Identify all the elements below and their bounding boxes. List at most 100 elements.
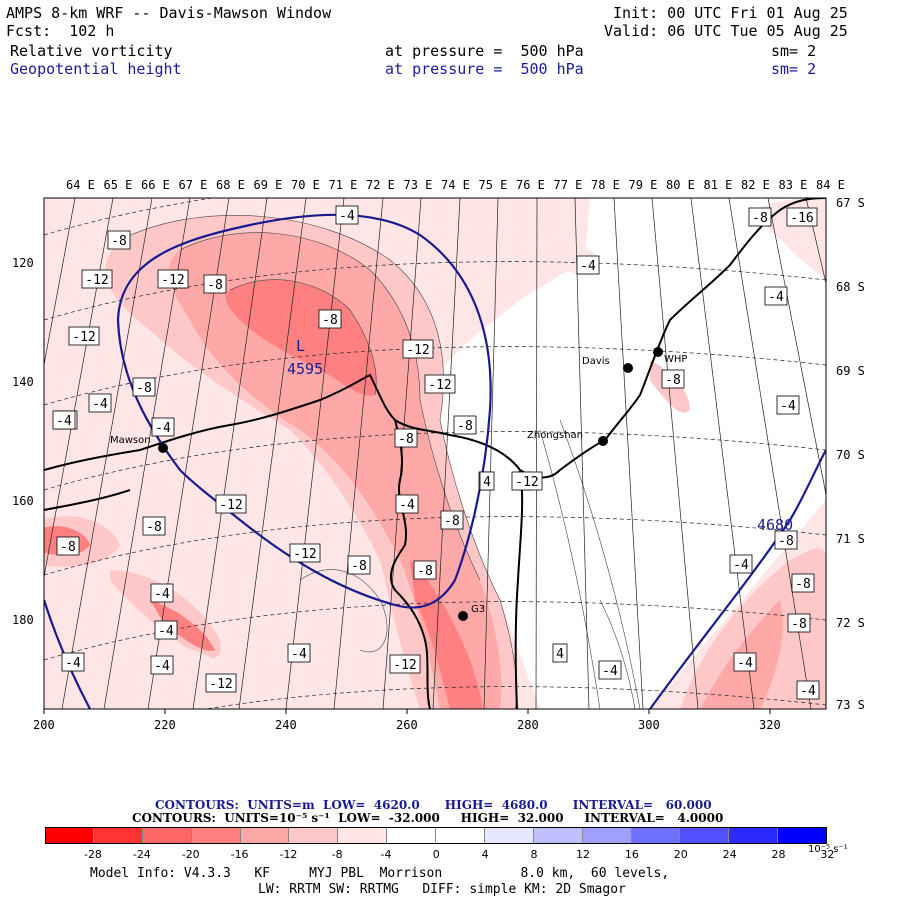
vorticity-label: -12 <box>81 269 113 289</box>
svg-text:-8: -8 <box>136 381 152 396</box>
longitude-label: 84 E <box>816 178 845 192</box>
longitude-label: 77 E <box>554 178 583 192</box>
vorticity-label: -4 <box>52 410 76 430</box>
colorbar-tick-label: 24 <box>722 848 737 861</box>
valid-time: Valid: 06 UTC Tue 05 Aug 25 <box>604 22 848 40</box>
svg-text:-12: -12 <box>515 475 538 490</box>
svg-text:-4: -4 <box>339 209 355 224</box>
vorticity-label: -4 <box>150 583 174 603</box>
colorbar-tick-label: -24 <box>132 848 151 861</box>
latitude-label: 68 S <box>836 280 865 294</box>
colorbar-tick-label: 32 <box>820 848 835 861</box>
colorbar-tick-label: 4 <box>481 848 489 861</box>
longitude-label: 80 E <box>666 178 695 192</box>
vorticity-label: -8 <box>413 560 437 580</box>
vorticity-label: -4 <box>598 660 622 680</box>
svg-text:-4: -4 <box>155 421 171 436</box>
longitude-label: 72 E <box>366 178 395 192</box>
colorbar-cell <box>240 827 290 844</box>
svg-text:-4: -4 <box>800 684 816 699</box>
colorbar-cell <box>680 827 730 844</box>
svg-text:-8: -8 <box>60 540 76 555</box>
vorticity-label: -4 <box>151 417 175 437</box>
svg-text:-4: -4 <box>399 498 415 513</box>
station-label-zhongshan: Zhongshan <box>527 430 583 441</box>
longitude-label: 76 E <box>516 178 545 192</box>
vorticity-label: -4 <box>88 393 112 413</box>
vorticity-label: -12 <box>205 673 237 693</box>
plot-frame <box>43 197 827 710</box>
height-label-4680: 4680 <box>757 516 793 534</box>
svg-text:-8: -8 <box>752 211 768 226</box>
colorbar-tick-label: 0 <box>432 848 440 861</box>
latitude-label: 72 S <box>836 616 865 630</box>
vorticity-label: -8 <box>107 230 131 250</box>
vorticity-label: -4 <box>764 286 788 306</box>
vorticity-label: -8 <box>132 377 156 397</box>
vorticity-label: -4 <box>776 395 800 415</box>
svg-text:-4: -4 <box>580 259 596 274</box>
vorticity-label: -4 <box>61 652 85 672</box>
init-time: Init: 00 UTC Fri 01 Aug 25 <box>613 4 848 22</box>
vorticity-label: -12 <box>157 269 189 289</box>
colorbar-tick-label: -12 <box>279 848 298 861</box>
svg-text:-8: -8 <box>795 577 811 592</box>
svg-text:-8: -8 <box>322 313 338 328</box>
field1-name: Relative vorticity <box>10 42 173 60</box>
vorticity-label: -8 <box>318 309 342 329</box>
svg-text:-8: -8 <box>111 234 127 249</box>
weather-map: Mawson Zhongshan Davis WHP G3 L 4595 468… <box>12 178 865 732</box>
longitude-label: 79 E <box>629 178 658 192</box>
longitude-label: 65 E <box>104 178 133 192</box>
x-tick-label: 320 <box>759 718 781 732</box>
vorticity-label: -4 <box>576 255 600 275</box>
latitude-label: 70 S <box>836 448 865 462</box>
vorticity-label: -8 <box>440 510 464 530</box>
svg-text:-12: -12 <box>72 330 95 345</box>
svg-text:-12: -12 <box>209 677 232 692</box>
coastline <box>44 198 826 709</box>
svg-text:-12: -12 <box>406 343 429 358</box>
longitude-label: 66 E <box>141 178 170 192</box>
vorticity-label: -4 <box>335 205 359 225</box>
colorbar-cell <box>533 827 583 844</box>
vorticity-label: -8 <box>453 415 477 435</box>
vorticity-label: -4 <box>150 655 174 675</box>
svg-text:-4: -4 <box>737 656 753 671</box>
colorbar-cell <box>484 827 534 844</box>
svg-text:-12: -12 <box>219 498 242 513</box>
svg-text:-8: -8 <box>417 564 433 579</box>
colorbar-cell <box>45 827 94 844</box>
svg-text:-12: -12 <box>293 547 316 562</box>
vorticity-label: -12 <box>389 654 421 674</box>
colorbar-cell <box>729 827 779 844</box>
colorbar-tick-label: 16 <box>624 848 639 861</box>
colorbar-cell <box>289 827 339 844</box>
svg-text:-4: -4 <box>65 656 81 671</box>
colorbar-tick-label: 12 <box>576 848 591 861</box>
latitude-label: 67 S <box>836 196 865 210</box>
vorticity-label: -12 <box>511 471 543 491</box>
y-tick-label: 140 <box>12 375 34 389</box>
colorbar-tick-label: 8 <box>530 848 538 861</box>
colorbar-tick-label: -16 <box>230 848 249 861</box>
vorticity-label: -8 <box>774 530 798 550</box>
svg-text:-4: -4 <box>154 659 170 674</box>
svg-text:4: 4 <box>483 475 491 490</box>
longitude-label: 71 E <box>329 178 358 192</box>
svg-text:-8: -8 <box>457 419 473 434</box>
y-axis-ticks: 120 140 160 180 <box>12 256 34 627</box>
svg-text:-8: -8 <box>791 617 807 632</box>
svg-text:-12: -12 <box>161 273 184 288</box>
svg-text:-8: -8 <box>665 373 681 388</box>
longitude-label: 68 E <box>216 178 245 192</box>
y-tick-label: 160 <box>12 494 34 508</box>
colorbar-tick-label: -8 <box>331 848 343 861</box>
vorticity-label: 4 <box>552 643 568 663</box>
station-dot-g3 <box>458 611 468 621</box>
vorticity-label: -12 <box>289 543 321 563</box>
svg-text:-8: -8 <box>351 559 367 574</box>
vorticity-label: -8 <box>142 516 166 536</box>
station-label-davis: Davis <box>582 356 610 367</box>
colorbar-frame <box>45 827 827 844</box>
